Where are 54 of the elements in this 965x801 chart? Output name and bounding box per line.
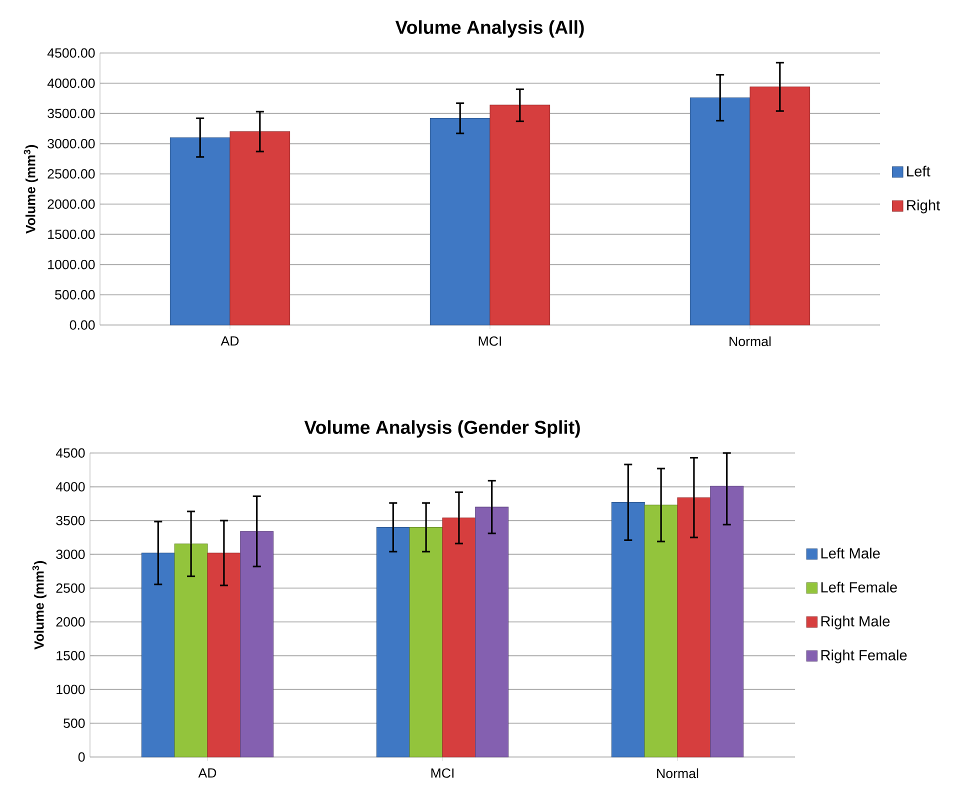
legend-label: Right [907, 200, 940, 214]
bar [409, 527, 443, 758]
x-tick-label: MCI [478, 336, 501, 346]
y-tick-label: 0.00 [70, 320, 95, 330]
bar [710, 486, 744, 758]
x-tick-label: MCI [431, 768, 454, 778]
y-tick-label: 1000 [56, 684, 85, 694]
bar [442, 518, 476, 758]
legend-label: Left Female [821, 582, 897, 592]
chart-title: Volume Analysis (Gender Split) [304, 420, 580, 438]
y-tick-label: 500.00 [55, 290, 95, 300]
y-tick-label: 3000.00 [48, 138, 95, 148]
bar [690, 97, 750, 326]
x-tick-label: AD [220, 336, 239, 346]
bar [141, 552, 175, 758]
y-tick-label: 4500 [56, 448, 85, 458]
y-tick-label: 1500 [56, 650, 85, 660]
y-tick-label: 4000.00 [47, 78, 95, 88]
y-tick-label: 1500.00 [48, 230, 95, 240]
y-tick-label: 3500.00 [48, 108, 95, 118]
y-tick-label: 3500 [56, 516, 85, 526]
x-tick-label: Normal [657, 768, 698, 778]
bar [644, 504, 678, 758]
bar [475, 506, 509, 758]
bar [230, 131, 290, 326]
legend-label: Left Male [821, 548, 880, 559]
y-tick-label: 4500.00 [47, 48, 95, 58]
y-tick-label: 2500 [56, 583, 85, 593]
bar [430, 118, 490, 326]
bar [611, 502, 645, 758]
bar [490, 104, 550, 326]
legend-label: Right Male [821, 616, 890, 630]
y-tick-label: 0 [78, 752, 85, 762]
bar [240, 531, 274, 758]
bar [376, 527, 410, 758]
bar [677, 497, 711, 758]
bar [750, 86, 810, 326]
y-tick-label: 2000.00 [48, 199, 95, 209]
bar [174, 544, 208, 758]
bar [207, 552, 241, 758]
chart-title: Volume Analysis (All) [395, 20, 584, 38]
y-axis-title: Volume (mm$^{3}$) [24, 144, 38, 234]
bar [170, 137, 230, 326]
y-tick-label: 2500.00 [48, 169, 95, 179]
y-tick-label: 500 [64, 718, 85, 728]
y-tick-label: 3000 [56, 550, 85, 560]
y-tick-label: 2000 [56, 617, 85, 627]
x-tick-label: AD [198, 768, 216, 778]
y-tick-label: 4000 [56, 482, 85, 492]
legend-label: Right Female [821, 650, 907, 664]
y-tick-label: 1000.00 [48, 260, 95, 270]
y-axis-title: Volume (mm$^{3}$) [32, 560, 46, 650]
legend-label: Left [907, 166, 930, 176]
x-tick-label: Normal [730, 336, 771, 346]
